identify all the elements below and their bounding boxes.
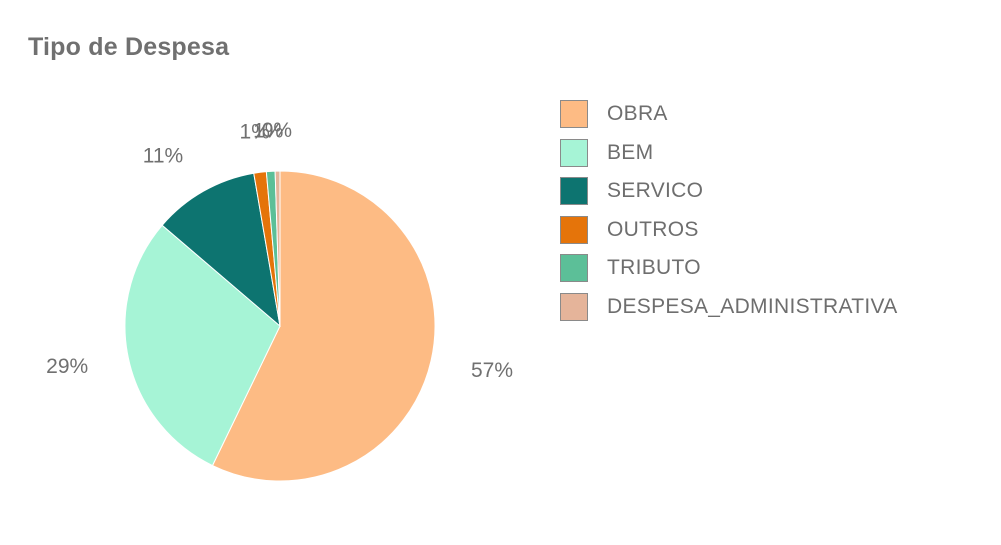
legend-swatch xyxy=(560,292,588,321)
legend-item-tributo[interactable]: TRIBUTO xyxy=(560,249,898,288)
chart-title: Tipo de Despesa xyxy=(28,33,230,61)
pie-percent-labels: 57% 29% 11% 1%1%0% xyxy=(46,119,513,382)
legend-label: TRIBUTO xyxy=(607,256,701,280)
pie-slice-despesa-administrativa[interactable] xyxy=(274,170,281,327)
legend-swatch xyxy=(560,254,588,283)
legend-label: DESPESA_ADMINISTRATIVA xyxy=(607,294,898,318)
legend-label: BEM xyxy=(607,140,654,164)
pie-label-bem: 29% xyxy=(46,355,88,378)
pie-label-outros: 1% xyxy=(240,121,270,144)
legend-label: OBRA xyxy=(607,102,668,126)
pie-slice-bem[interactable] xyxy=(124,224,281,467)
legend-item-despesa-administrativa[interactable]: DESPESA_ADMINISTRATIVA xyxy=(560,288,898,327)
pie-label-tributo: 1% xyxy=(253,119,283,142)
legend-item-bem[interactable]: BEM xyxy=(560,134,898,173)
legend-label: OUTROS xyxy=(607,217,699,241)
pie-label-obra: 57% xyxy=(471,359,513,382)
legend-swatch xyxy=(560,215,588,244)
legend-item-servico[interactable]: SERVICO xyxy=(560,172,898,211)
legend-swatch xyxy=(560,138,588,167)
pie-slice-obra[interactable] xyxy=(211,170,436,482)
legend-swatch xyxy=(560,177,588,206)
legend-label: SERVICO xyxy=(607,179,704,203)
pie-slices xyxy=(124,170,436,482)
legend-item-obra[interactable]: OBRA xyxy=(560,95,898,134)
pie-label-despesa-administrativa: 0% xyxy=(262,119,292,142)
legend-swatch xyxy=(560,100,588,129)
legend: OBRA BEM SERVICO OUTROS TRIBUTO DESPESA_ADMIN… xyxy=(560,95,898,326)
legend-item-outros[interactable]: OUTROS xyxy=(560,211,898,250)
pie-label-servico: 11% xyxy=(143,145,183,168)
pie-slice-servico[interactable] xyxy=(161,172,281,328)
